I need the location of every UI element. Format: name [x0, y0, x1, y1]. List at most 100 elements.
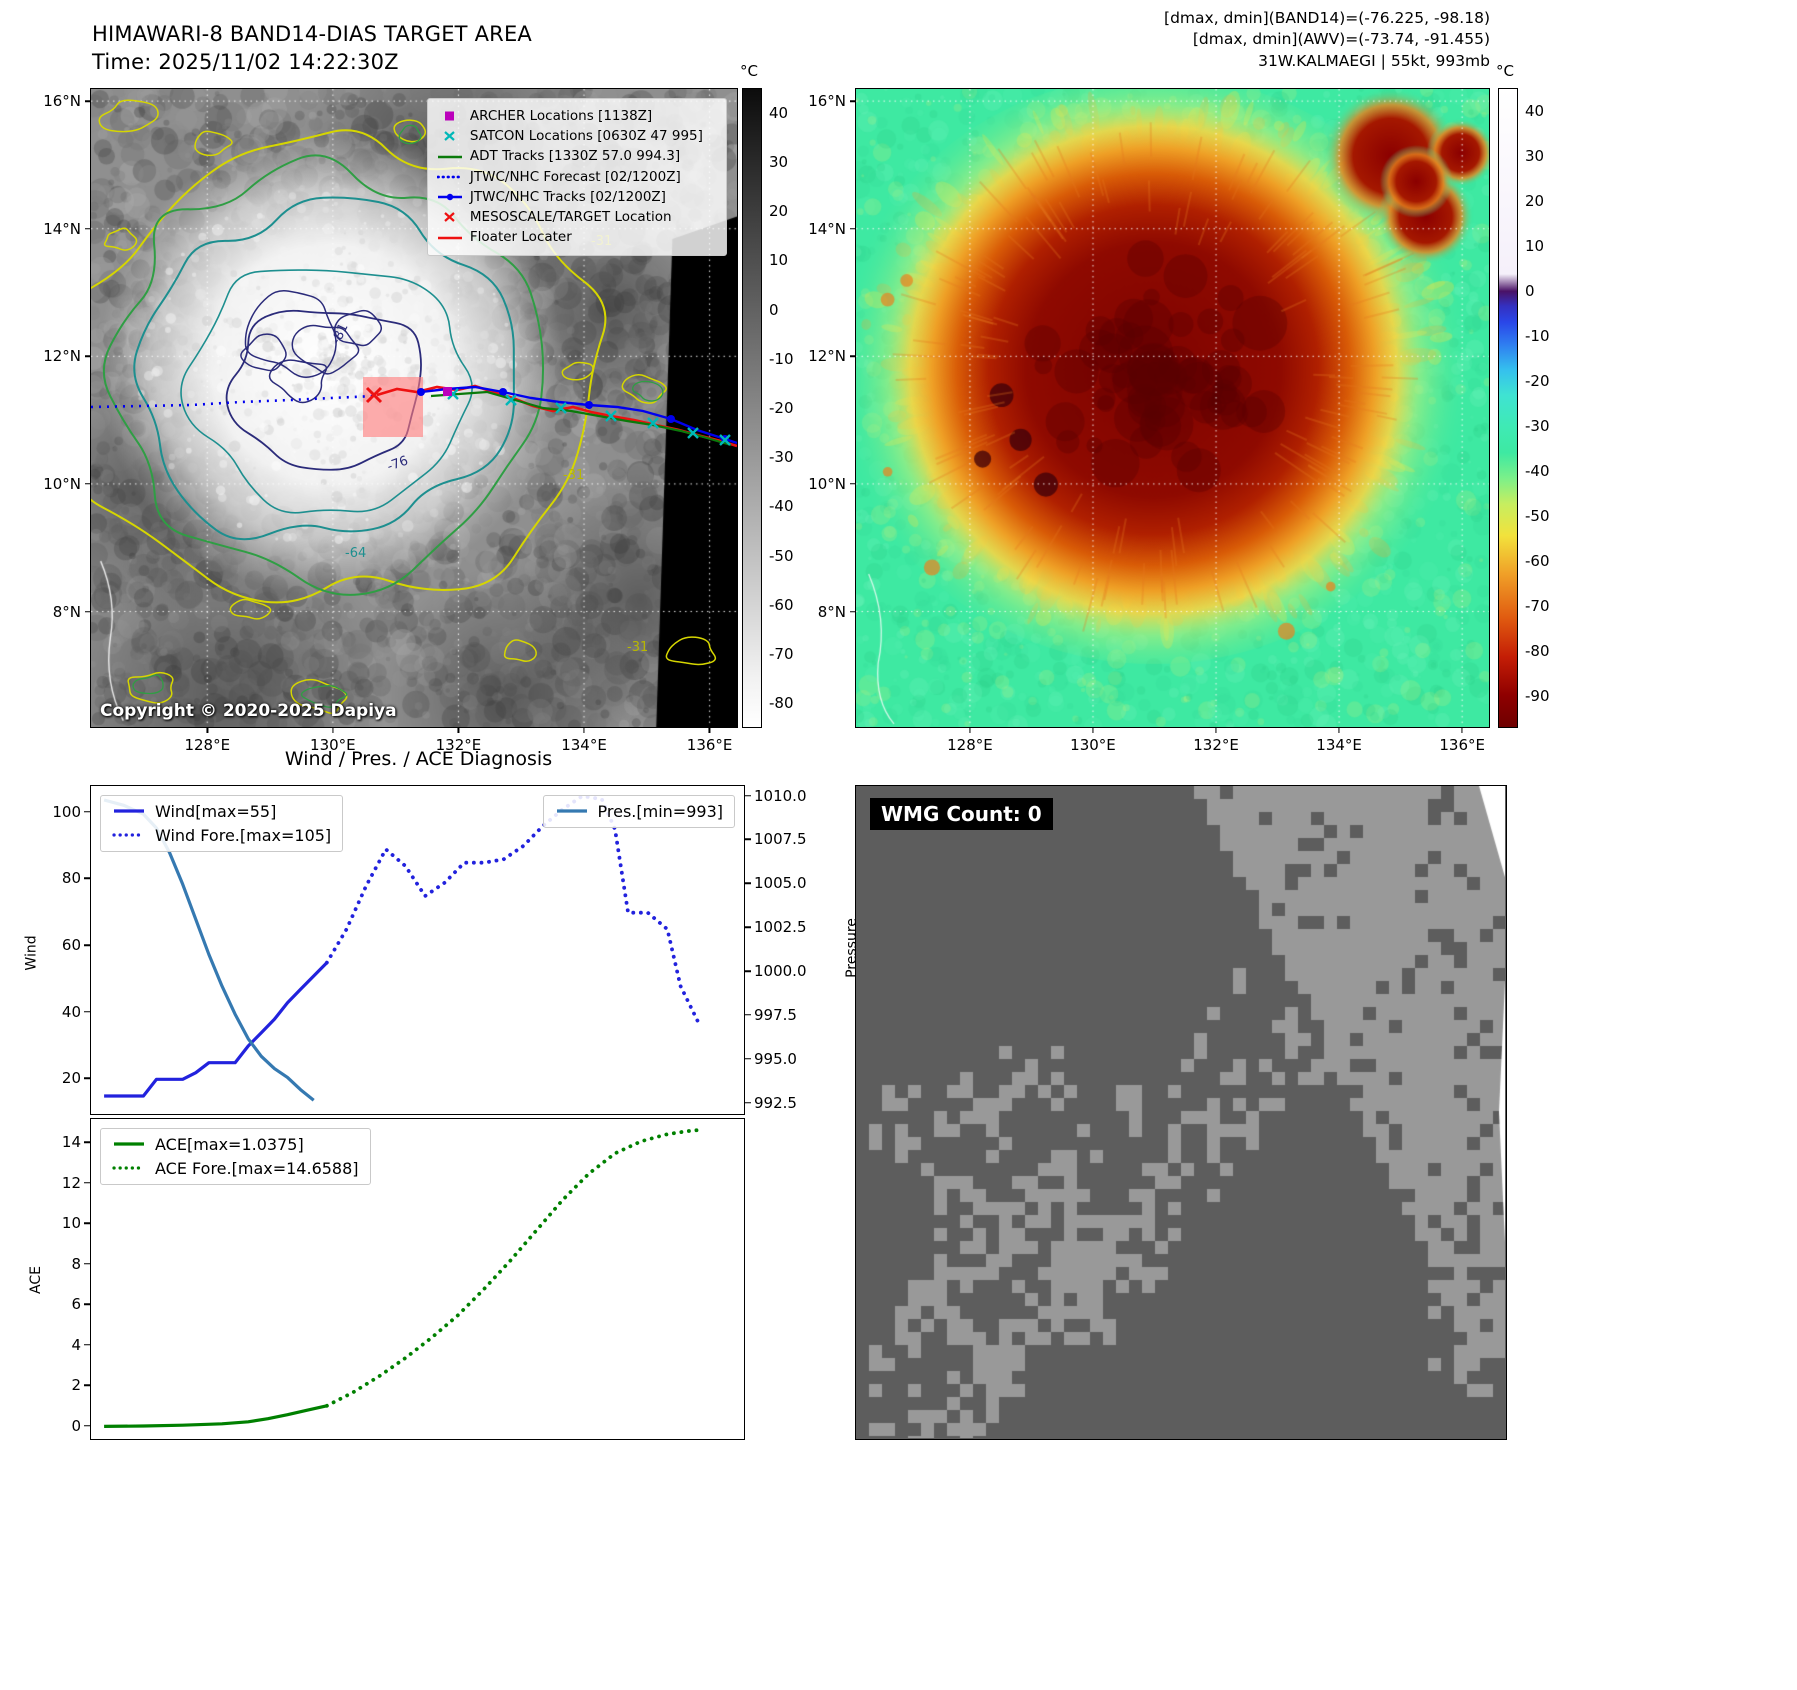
awv-header-band14: [dmax, dmin](BAND14)=(-76.225, -98.18)	[1164, 9, 1490, 27]
tick-mark	[745, 838, 751, 841]
colorbar-tick-label: 20	[769, 202, 789, 221]
colorbar-tick-label: -50	[1525, 507, 1550, 526]
colorbar-unit-label: °C	[740, 62, 758, 80]
colorbar-tick-label: -60	[1525, 552, 1550, 571]
satcon-location-marker	[719, 434, 731, 446]
colorbar-tick-label: -60	[769, 595, 794, 614]
x-tick-label: 132°E	[1193, 736, 1239, 754]
mesoscale-target-box	[363, 377, 423, 437]
copyright-label: Copyright © 2020-2025 Dapiya	[100, 701, 397, 721]
colorbar-tick-label: -80	[769, 694, 794, 713]
y-tick-label: 14	[61, 1133, 81, 1152]
y-tick-label: 60	[61, 936, 81, 954]
tick-mark	[745, 882, 751, 885]
colorbar-gradient	[742, 88, 762, 728]
x-tick-label: 134°E	[561, 736, 607, 754]
colorbar-gradient	[1498, 88, 1518, 728]
x-tick-label: 134°E	[1316, 736, 1362, 754]
y-tick-label: 14°N	[43, 219, 81, 238]
legend-label: SATCON Locations [0630Z 47 995]	[469, 128, 703, 145]
legend-item: ACE Fore.[max=14.6588]	[112, 1159, 359, 1178]
wind-legend: Wind[max=55] Wind Fore.[max=105]	[100, 795, 344, 852]
colorbar-tick-label: 10	[1525, 236, 1545, 255]
y-tick-label: 40	[61, 1002, 81, 1021]
legend-item: Pres.[min=993]	[555, 802, 723, 821]
y-tick-label: 12°N	[808, 347, 846, 366]
wmg-count-label: WMG Count: 0	[870, 798, 1053, 830]
y-tick-label: 6	[71, 1295, 81, 1314]
wind-axis-label: Wind	[23, 935, 40, 971]
tick-mark	[84, 1182, 90, 1184]
legend-label: ACE Fore.[max=14.6588]	[155, 1159, 359, 1178]
legend-line-icon	[114, 809, 144, 813]
band14-satellite-map: -31-31-31-64-76-81 ARCHER Locations [113…	[43, 88, 738, 754]
legend-line-icon	[556, 809, 587, 813]
contour-value-label: -31	[563, 468, 584, 483]
tick-mark	[84, 1010, 90, 1013]
tick-mark	[84, 810, 90, 813]
colorbar-tick-label: 0	[1525, 281, 1535, 300]
y-tick-label: 8°N	[52, 602, 81, 621]
legend-label: JTWC/NHC Tracks [02/1200Z]	[469, 188, 666, 205]
colorbar-unit-label: °C	[1496, 62, 1514, 80]
colorbar-tick-label: 20	[1525, 191, 1545, 210]
tick-mark	[84, 1425, 90, 1427]
wmg-cloud-mask	[856, 786, 1505, 1438]
line-marker-icon	[437, 155, 462, 158]
colorbar-tick-label: -10	[769, 349, 794, 368]
y-tick-label: 10°N	[43, 474, 81, 493]
tick-mark	[84, 1303, 90, 1306]
legend-item: ARCHER Locations [1138Z]	[437, 106, 717, 126]
tick-mark	[84, 1141, 90, 1144]
y-tick-label: 10°N	[808, 474, 846, 493]
colorbar-tick-label: -70	[769, 645, 794, 664]
satcon-location-marker	[687, 427, 699, 439]
legend-label: Floater Locater	[469, 229, 572, 246]
y-tick-label: 12°N	[43, 347, 81, 366]
ace-forecast-marker	[112, 1159, 146, 1178]
tick-mark	[84, 1263, 90, 1265]
jtwc-track-point	[417, 388, 425, 396]
y-tick-label: 1010.0	[754, 786, 807, 805]
legend-item: Wind[max=55]	[112, 802, 331, 821]
tick-mark	[745, 1014, 751, 1016]
colorbar-tick-label: -20	[1525, 371, 1550, 390]
storm-id-label: 31W.KALMAEGI | 55kt, 993mb	[1258, 51, 1490, 70]
series-line	[324, 1127, 702, 1408]
colorbar-tick-label: -20	[769, 399, 794, 417]
series-line	[324, 794, 702, 1028]
colorbar-tick-label: -70	[1525, 597, 1550, 616]
map-legend: ARCHER Locations [1138Z] SATCON Locations…	[426, 97, 728, 256]
satcon-location-marker	[555, 402, 567, 414]
x-tick-label: 136°E	[1439, 736, 1485, 754]
dotted-marker-icon	[436, 175, 463, 179]
wind-pressure-plot-area: Wind[max=55] Wind Fore.[max=105] Pres.[m…	[90, 785, 745, 1115]
y-tick-label: 80	[61, 869, 81, 888]
series-line	[104, 1404, 328, 1428]
legend-line-icon	[112, 833, 146, 837]
y-tick-label: 14°N	[808, 219, 846, 238]
y-tick-label: 1002.5	[754, 918, 807, 937]
x-tick-label: 128°E	[184, 736, 231, 754]
tick-mark	[84, 877, 90, 880]
jtwc-track-point	[585, 401, 593, 409]
colorbar-tick-label: -40	[769, 497, 794, 516]
legend-line-icon	[112, 1166, 146, 1170]
y-tick-label: 8	[71, 1254, 81, 1273]
tick-mark	[745, 1058, 751, 1060]
x-tick-label: 136°E	[686, 736, 733, 754]
ir-colorbar: °C 40 30 20 10 0 -10 -20 -30 -40 -50 -60 -70 -80	[740, 62, 812, 728]
jtwc-track-point	[499, 388, 507, 396]
wind-forecast-marker	[112, 826, 146, 845]
satcon-location-marker	[605, 410, 617, 422]
colorbar-tick-label: -40	[1525, 462, 1550, 481]
ace-line-marker	[112, 1135, 146, 1154]
y-tick-label: 992.5	[754, 1093, 797, 1112]
ace-chart: ACE[max=1.0375] ACE Fore.[max=14.6588] 0…	[62, 1118, 745, 1440]
colorbar-tick-label: -30	[1525, 417, 1550, 436]
contour-value-label: -64	[345, 546, 366, 561]
colorbar-tick-label: 30	[769, 152, 789, 171]
legend-item: ACE[max=1.0375]	[112, 1135, 359, 1154]
colorbar-tick-label: -30	[769, 448, 794, 467]
jtwc-track-line	[420, 385, 737, 445]
